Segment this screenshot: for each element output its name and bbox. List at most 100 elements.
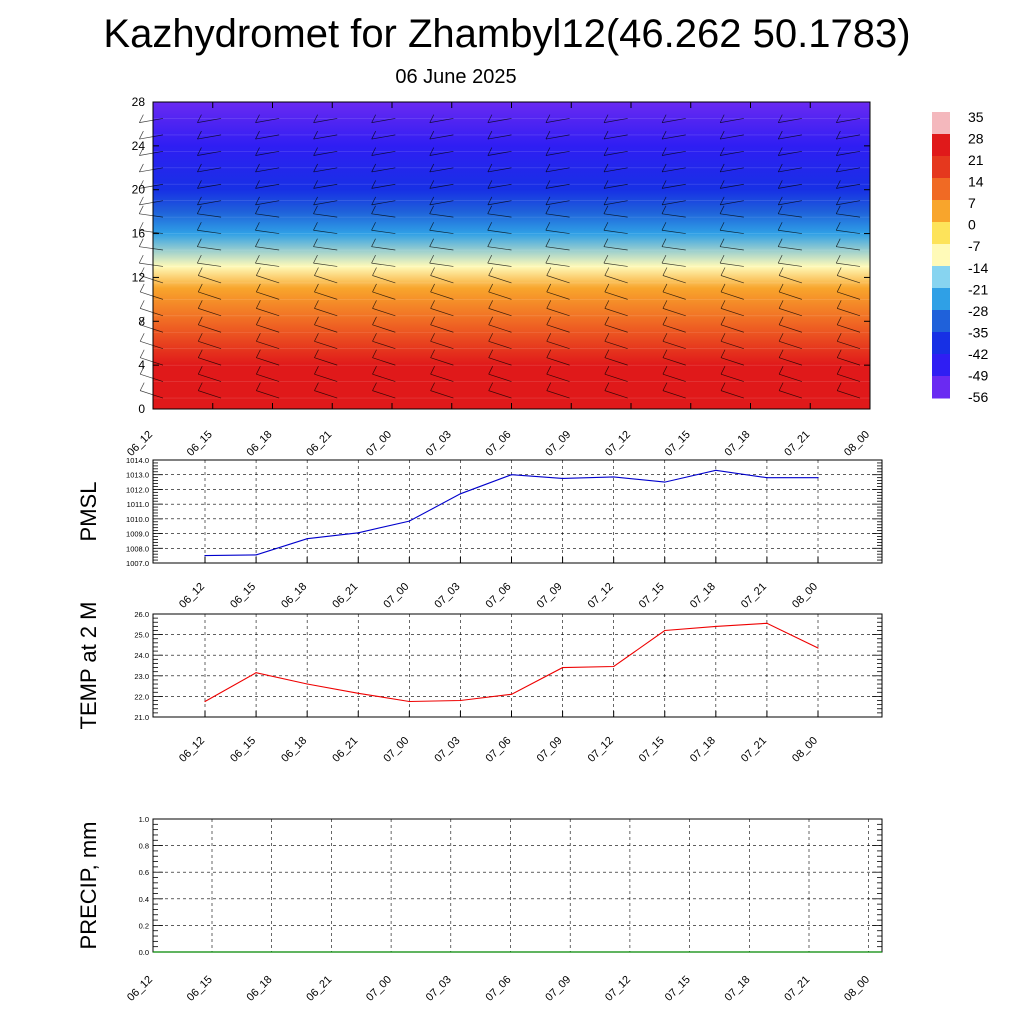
wind-barb-flag (661, 180, 667, 189)
wind-barb-flag (197, 180, 202, 189)
wind-barb-flag (256, 283, 261, 293)
data-point (766, 622, 768, 624)
wind-barb-flag (488, 366, 493, 375)
data-point (459, 493, 462, 495)
wind-barb-flag (836, 196, 841, 206)
wind-barb-flag (255, 163, 260, 173)
y-tick-label: 1008.0 (126, 544, 149, 553)
wind-barb (313, 200, 338, 206)
wind-barb (314, 340, 338, 350)
wind-barb-flag (255, 222, 260, 231)
x-tick-label: 06_18 (245, 974, 275, 1004)
colorbar-swatch (932, 288, 950, 311)
wind-barb-flag (719, 130, 725, 140)
wind-barb (604, 373, 628, 382)
wind-barb (603, 213, 628, 218)
wind-barb (662, 200, 686, 206)
wind-barb (662, 373, 686, 382)
wind-barb-flag (197, 349, 203, 358)
y-tick-label: 1011.0 (127, 500, 149, 509)
wind-barb-flag (372, 349, 377, 358)
wind-barb-flag (835, 205, 841, 214)
wind-barb-flag (720, 316, 726, 325)
wind-barb (778, 167, 802, 173)
wind-barb (314, 390, 338, 399)
x-tick-label: 06_12 (177, 735, 207, 765)
wind-barb (603, 167, 628, 173)
wind-barb-flag (429, 147, 435, 156)
wind-barb (372, 291, 396, 300)
wind-barb (603, 229, 628, 234)
wind-barb (197, 183, 222, 189)
wind-barb-flag (197, 130, 202, 140)
colorbar-swatch (932, 156, 950, 179)
wind-barb (197, 118, 222, 123)
x-tick-label: 07_09 (543, 429, 573, 459)
data-point (715, 469, 717, 471)
wind-barb (662, 308, 686, 317)
wind-barb-flag (487, 222, 493, 231)
wind-barb-flag (603, 180, 609, 189)
wind-barb-flag (139, 196, 144, 206)
x-tick-label: 07_03 (424, 429, 454, 459)
wind-barb (720, 118, 744, 123)
wind-barb (603, 134, 628, 140)
wind-barb-flag (545, 163, 551, 173)
y-axis-title: TEMP at 2 M (76, 602, 101, 730)
wind-barb (720, 213, 744, 218)
wind-barb (836, 200, 861, 206)
wind-barb (720, 357, 744, 366)
wind-barb (256, 291, 280, 300)
wind-barb-flag (836, 300, 842, 309)
wind-barb (662, 340, 686, 350)
wind-barb (313, 246, 338, 251)
wind-barb (487, 134, 512, 140)
wind-barb-flag (720, 333, 726, 342)
wind-barb (197, 246, 222, 251)
wind-barb (314, 324, 338, 333)
wind-barb-flag (314, 333, 319, 342)
y-axis-title: PRECIP, mm (76, 822, 101, 950)
wind-barb (778, 262, 802, 267)
wind-barb (371, 183, 396, 189)
wind-barb-flag (777, 180, 783, 189)
wind-barb (139, 213, 164, 218)
wind-barb-flag (139, 283, 145, 293)
wind-barb-flag (429, 222, 434, 231)
precip-panel: 0.0 0.2 0.4 0.6 0.8 1.0 06_12 06_15 06_18 06_21 07… (76, 815, 883, 1004)
wind-barb (720, 183, 744, 189)
wind-barb-flag (139, 114, 144, 123)
wind-barb-flag (777, 147, 783, 156)
wind-barb (488, 291, 512, 300)
wind-barb (197, 134, 222, 140)
wind-barb (487, 262, 512, 267)
wind-barb-flag (138, 254, 144, 264)
wind-barb (488, 308, 512, 317)
wind-barb-flag (430, 300, 435, 309)
data-point (357, 692, 359, 694)
x-tick-label: 07_06 (484, 974, 514, 1004)
x-tick-label: 07_06 (484, 735, 514, 765)
wind-barb-flag (255, 254, 260, 264)
wind-barb (371, 246, 396, 251)
wind-barb-flag (545, 114, 551, 123)
colorbar-swatch (932, 200, 950, 223)
wind-barb-flag (139, 267, 145, 276)
colorbar-swatch (932, 376, 950, 399)
wind-barb-flag (371, 222, 376, 231)
wind-barb (546, 373, 570, 382)
wind-barb (836, 229, 861, 234)
wind-barb-flag (836, 163, 841, 173)
wind-barb (255, 150, 280, 156)
wind-barb-flag (777, 163, 783, 173)
wind-barb (372, 308, 396, 317)
wind-barb (197, 229, 222, 234)
wind-barb (603, 262, 628, 267)
x-tick-label: 07_18 (723, 429, 753, 459)
wind-barb (778, 373, 803, 382)
wind-barb-flag (313, 205, 318, 214)
wind-barb-flag (429, 254, 434, 264)
x-tick-label: 07_00 (364, 429, 394, 459)
x-tick-label: 08_00 (790, 581, 820, 611)
x-tick-label: 07_15 (663, 974, 693, 1004)
